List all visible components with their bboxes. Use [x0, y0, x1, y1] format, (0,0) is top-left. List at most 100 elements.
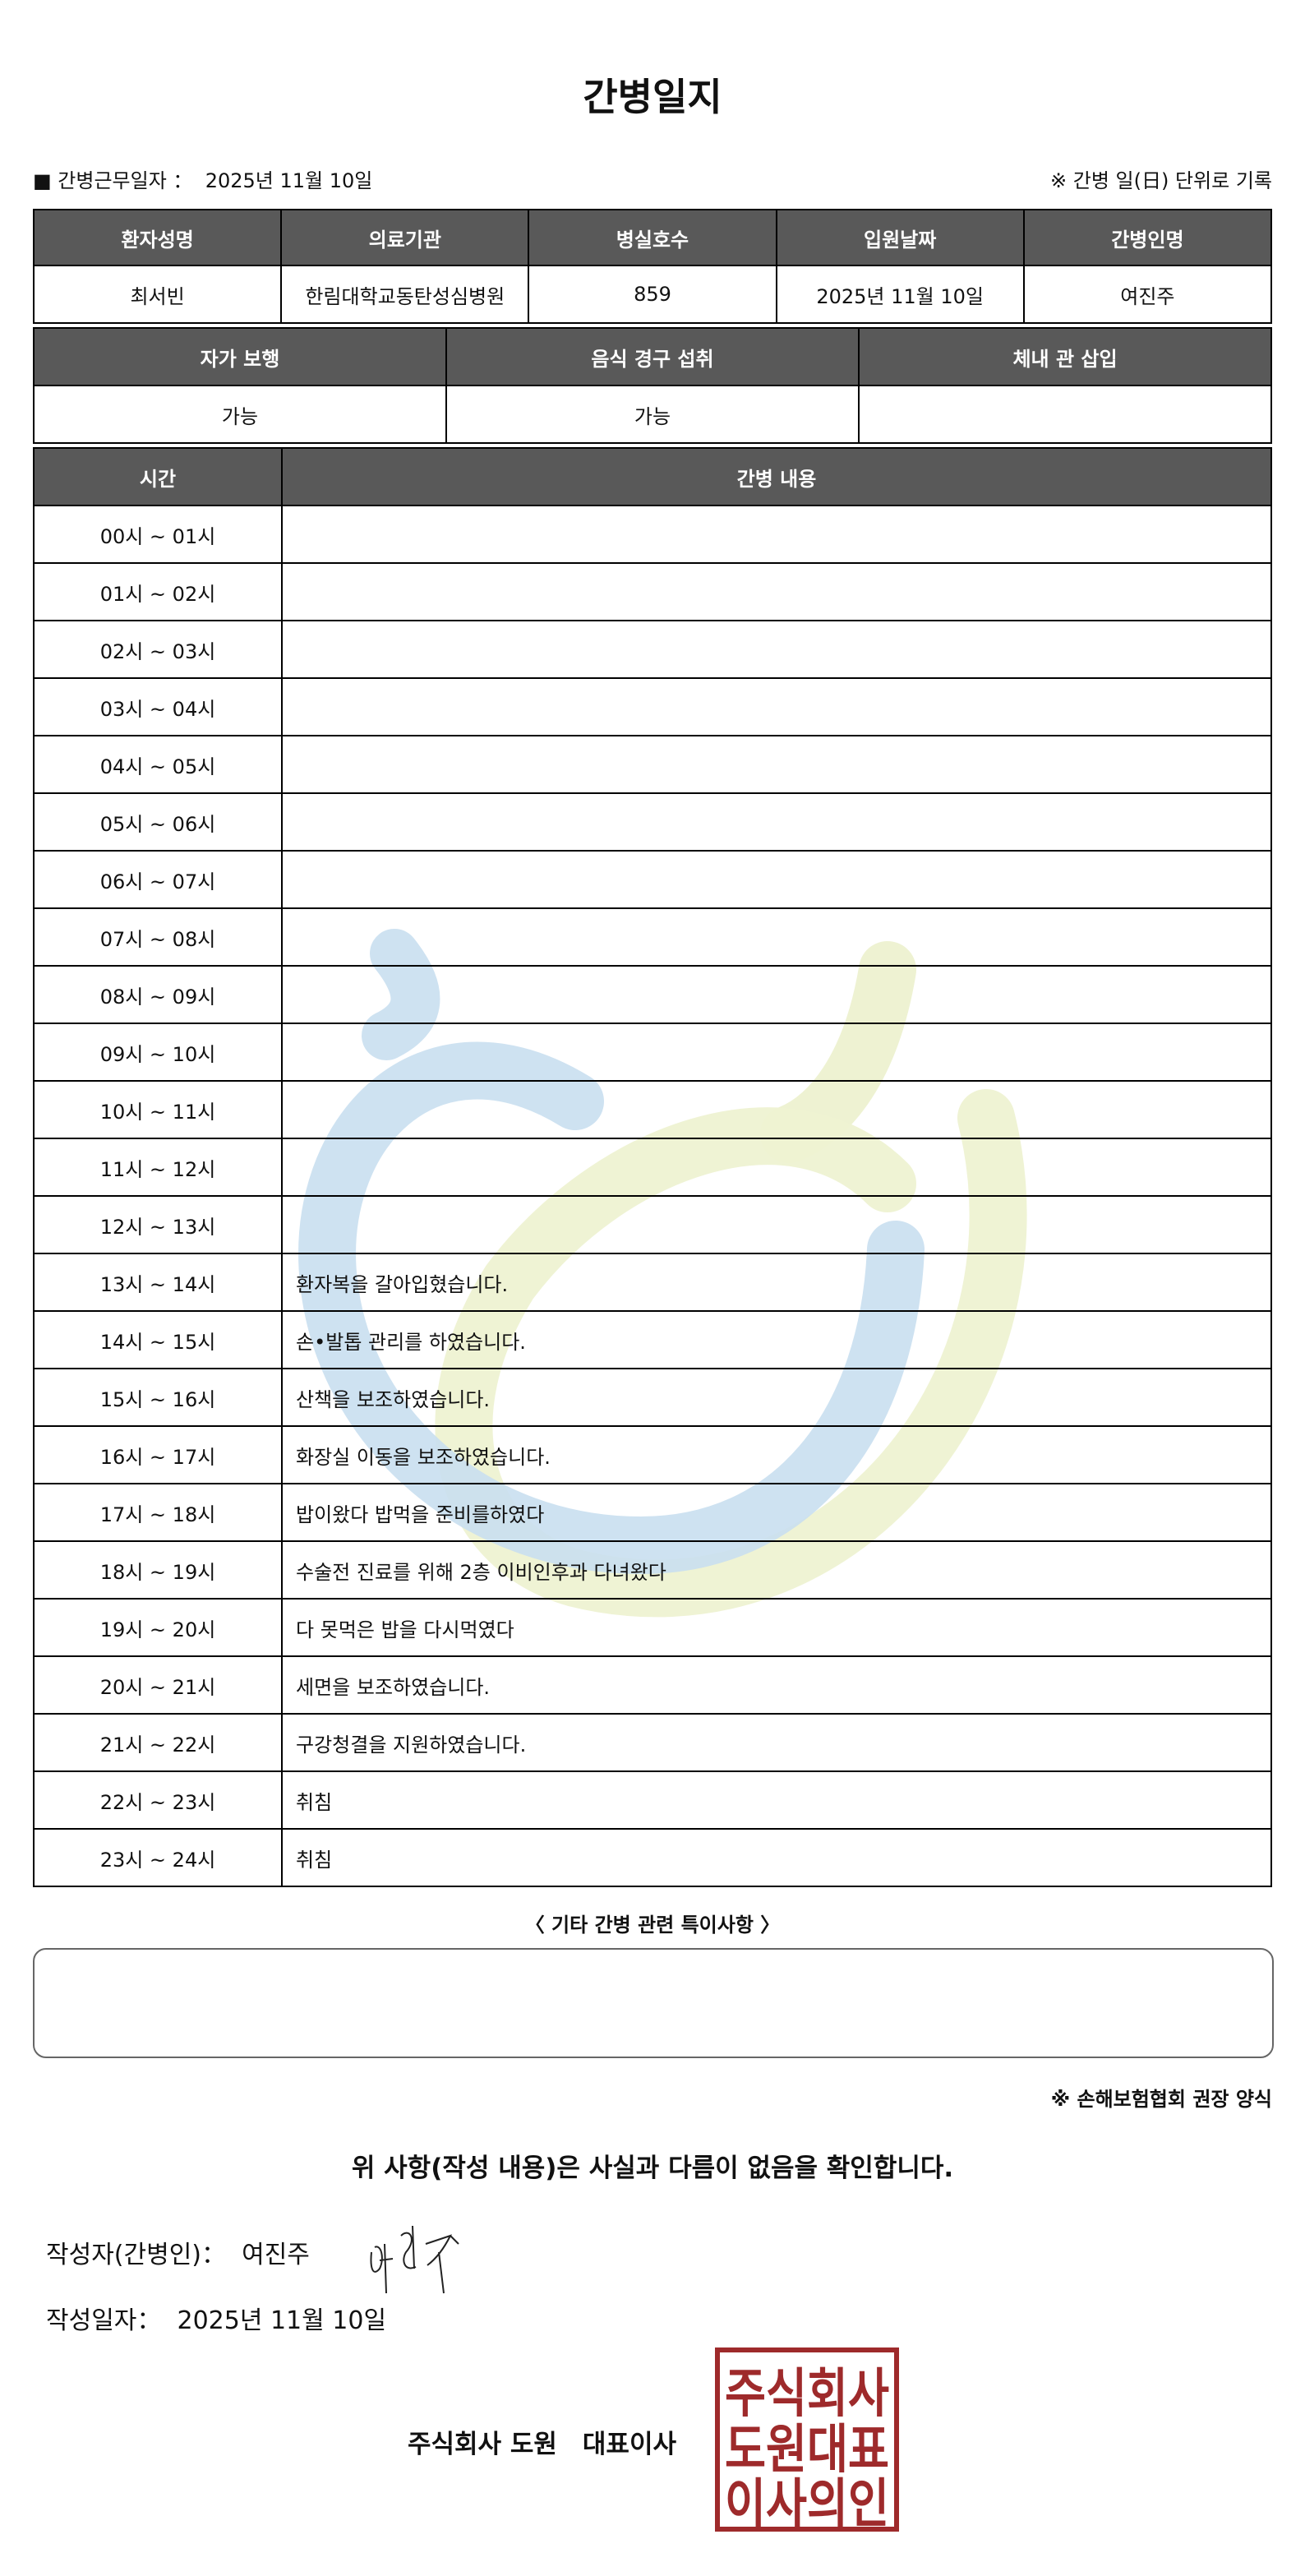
header-admission-date: 입원날짜 [775, 209, 1025, 266]
notes-box [33, 1948, 1274, 2058]
log-content: 수술전 진료를 위해 2층 이비인후과 다녀왔다 [281, 1540, 1272, 1600]
log-content [281, 562, 1272, 621]
walking-value: 가능 [33, 385, 447, 444]
header-room: 병실호수 [528, 209, 777, 266]
work-date: ■ 간병근무일자 ： 2025년 11월 10일 [33, 164, 372, 193]
log-row: 02시 ~ 03시 [33, 620, 1272, 679]
header-walking: 자가 보행 [33, 327, 447, 386]
log-row: 13시 ~ 14시 환자복을 갈아입혔습니다. [33, 1253, 1272, 1312]
log-row: 08시 ~ 09시 [33, 965, 1272, 1024]
form-note: ※ 손해보험협회 권장 양식 [1050, 2088, 1272, 2111]
log-content [281, 907, 1272, 967]
svg-text:주식회사: 주식회사 [725, 2364, 889, 2425]
log-content [281, 850, 1272, 909]
log-time: 12시 ~ 13시 [33, 1195, 283, 1254]
header-tube: 체내 관 삽입 [858, 327, 1272, 386]
company-representative: 주식회사 도원 대표이사 [408, 2430, 676, 2459]
log-time: 21시 ~ 22시 [33, 1713, 283, 1772]
log-time: 02시 ~ 03시 [33, 620, 283, 679]
header-patient-name: 환자성명 [32, 209, 283, 266]
header-time: 시간 [33, 447, 283, 506]
log-time: 05시 ~ 06시 [33, 792, 283, 852]
log-row: 05시 ~ 06시 [33, 792, 1272, 852]
log-content [281, 1138, 1272, 1197]
status-table: 자가 보행 음식 경구 섭취 체내 관 삽입 가능 가능 [33, 327, 1272, 444]
log-time: 08시 ~ 09시 [33, 965, 283, 1024]
patient-name: 최서빈 [32, 265, 283, 324]
log-time: 17시 ~ 18시 [33, 1483, 283, 1542]
header-oral-intake: 음식 경구 섭취 [445, 327, 860, 386]
log-row: 01시 ~ 02시 [33, 562, 1272, 621]
signature [370, 2225, 459, 2294]
log-content [281, 505, 1272, 564]
work-date-label: ■ 간병근무일자 ： [33, 169, 193, 192]
log-content: 취침 [281, 1828, 1272, 1887]
log-row: 15시 ~ 16시 산책을 보조하였습니다. [33, 1368, 1272, 1427]
log-content: 산책을 보조하였습니다. [281, 1368, 1272, 1427]
confirmation-statement: 위 사항(작성 내용)은 사실과 다름이 없음을 확인합니다. [351, 2154, 954, 2183]
log-row: 12시 ~ 13시 [33, 1195, 1272, 1254]
log-row: 22시 ~ 23시 취침 [33, 1770, 1272, 1830]
room-number: 859 [528, 265, 777, 324]
log-time: 16시 ~ 17시 [33, 1425, 283, 1484]
log-content: 밥이왔다 밥먹을 준비를하였다 [281, 1483, 1272, 1542]
log-content [281, 965, 1272, 1024]
log-time: 14시 ~ 15시 [33, 1310, 283, 1369]
log-row: 18시 ~ 19시 수술전 진료를 위해 2층 이비인후과 다녀왔다 [33, 1540, 1272, 1600]
log-time: 20시 ~ 21시 [33, 1655, 283, 1715]
log-row: 07시 ~ 08시 [33, 907, 1272, 967]
log-time: 18시 ~ 19시 [33, 1540, 283, 1600]
log-time: 15시 ~ 16시 [33, 1368, 283, 1427]
hospital: 한림대학교동탄성심병원 [280, 265, 530, 324]
log-time: 19시 ~ 20시 [33, 1598, 283, 1657]
log-content: 세면을 보조하였습니다. [281, 1655, 1272, 1715]
log-content [281, 1023, 1272, 1082]
log-content [281, 1080, 1272, 1139]
log-time: 00시 ~ 01시 [33, 505, 283, 564]
record-note: ※ 간병 일(日) 단위로 기록 [1050, 169, 1272, 192]
written-date-value: 2025년 11월 10일 [177, 2306, 387, 2335]
log-content [281, 735, 1272, 794]
header-caregiver: 간병인명 [1022, 209, 1273, 266]
header-hospital: 의료기관 [280, 209, 530, 266]
log-time: 06시 ~ 07시 [33, 850, 283, 909]
log-content: 구강청결을 지원하였습니다. [281, 1713, 1272, 1772]
log-time: 07시 ~ 08시 [33, 907, 283, 967]
tube-value [858, 385, 1272, 444]
log-time: 23시 ~ 24시 [33, 1828, 283, 1887]
log-content: 손•발톱 관리를 하였습니다. [281, 1310, 1272, 1369]
log-row: 09시 ~ 10시 [33, 1023, 1272, 1082]
log-row: 19시 ~ 20시 다 못먹은 밥을 다시먹였다 [33, 1598, 1272, 1657]
log-time: 13시 ~ 14시 [33, 1253, 283, 1312]
admission-date: 2025년 11월 10일 [775, 265, 1025, 324]
log-content [281, 1195, 1272, 1254]
company-seal: 주식회사 도원대표 이사의인 [715, 2347, 899, 2532]
log-row: 11시 ~ 12시 [33, 1138, 1272, 1197]
log-content: 다 못먹은 밥을 다시먹였다 [281, 1598, 1272, 1657]
care-log-table: 시간 간병 내용 00시 ~ 01시 01시 ~ 02시 02시 ~ 03시 03시 … [33, 447, 1272, 1887]
work-date-value: 2025년 11월 10일 [205, 169, 373, 192]
log-time: 09시 ~ 10시 [33, 1023, 283, 1082]
log-time: 01시 ~ 02시 [33, 562, 283, 621]
log-row: 23시 ~ 24시 취침 [33, 1828, 1272, 1887]
log-time: 04시 ~ 05시 [33, 735, 283, 794]
log-row: 10시 ~ 11시 [33, 1080, 1272, 1139]
log-row: 04시 ~ 05시 [33, 735, 1272, 794]
svg-text:이사의인: 이사의인 [725, 2474, 889, 2532]
written-date-label: 작성일자： [46, 2306, 162, 2335]
writer: 작성자(간병인)： 여진주 [46, 2234, 310, 2270]
log-content: 취침 [281, 1770, 1272, 1830]
log-row: 03시 ~ 04시 [33, 677, 1272, 736]
notes-title: 〈 기타 간병 관련 특이사항 〉 [524, 1914, 781, 1937]
writer-label: 작성자(간병인)： [46, 2241, 227, 2269]
caregiver-name: 여진주 [1022, 265, 1273, 324]
log-row: 14시 ~ 15시 손•발톱 관리를 하였습니다. [33, 1310, 1272, 1369]
written-date: 작성일자： 2025년 11월 10일 [46, 2300, 386, 2336]
log-content [281, 620, 1272, 679]
log-row: 17시 ~ 18시 밥이왔다 밥먹을 준비를하였다 [33, 1483, 1272, 1542]
log-content [281, 792, 1272, 852]
writer-name: 여진주 [242, 2241, 310, 2269]
patient-table: 환자성명 의료기관 병실호수 입원날짜 간병인명 최서빈 한림대학교동탄성심병원… [32, 209, 1273, 324]
log-content: 환자복을 갈아입혔습니다. [281, 1253, 1272, 1312]
svg-text:도원대표: 도원대표 [725, 2420, 889, 2481]
